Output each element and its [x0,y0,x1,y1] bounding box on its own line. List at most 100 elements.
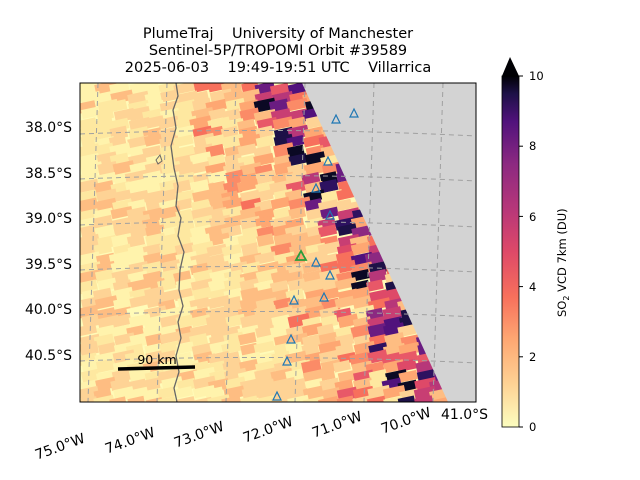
so2-pixel [173,83,196,95]
lon-gridline [156,83,168,402]
lat-label-39-5: 39.5°S [25,257,72,273]
so2-pixel [159,340,181,355]
so2-pixel [335,250,355,264]
so2-pixel [286,97,309,112]
so2-pixel [110,189,132,203]
lat-label-40-5: 40.5°S [25,348,72,364]
volcano-marker [319,291,329,302]
volcano-marker [286,333,296,344]
lat-label-39-0: 39.0°S [25,211,72,227]
so2-pixel [127,395,146,402]
so2-pixel [285,341,303,354]
so2-pixel [398,369,419,383]
so2-pixel [95,358,116,373]
map-panel: 90 km [80,83,476,402]
so2-pixel [255,324,276,339]
so2-pixel [364,250,386,266]
so2-pixel [332,359,351,373]
so2-pixel [222,296,243,311]
so2-pixel [367,322,388,338]
so2-pixel [319,287,340,301]
so2-pixel [269,83,290,96]
so2-pixel [237,332,257,346]
so2-pixel [334,198,353,212]
so2-pixel [318,224,338,238]
so2-pixel [302,260,321,274]
so2-pixel [256,233,275,248]
so2-pixel [320,314,339,329]
so2-pixel [254,251,277,265]
so2-pixel [288,206,307,220]
so2-pixel [240,242,260,257]
so2-pixel [172,134,194,148]
so2-pixel [366,395,387,402]
so2-pixel [175,396,197,402]
so2-pixel [334,277,358,291]
so2-pixel [80,83,99,96]
lon-label-74: 74.0°W [103,425,157,458]
title-line-1: PlumeTraj University of Manchester [142,26,414,42]
so2-pixel [94,224,116,239]
lon-label-70: 70.0°W [379,405,433,438]
so2-pixel [190,179,210,194]
so2-pixel [352,395,372,402]
so2-pixel [337,313,359,329]
volcano-marker [331,113,341,124]
lat-gridline [80,265,476,273]
lat-label-38-0: 38.0°S [25,120,72,136]
so2-pixel [368,268,388,283]
lon-gridline [225,83,237,402]
so2-pixel [160,89,180,103]
so2-pixel [269,324,291,339]
so2-pixel [207,394,231,402]
colorbar-tick-4: 4 [529,280,536,294]
so2-pixel [316,323,335,337]
so2-pixel [208,180,227,194]
lat-gridline [80,356,476,364]
gridlines [80,83,476,402]
scale-bar [117,365,196,371]
lake-outline [155,153,163,165]
so2-pixel [93,142,115,157]
so2-pixel [319,178,339,194]
so2-pixel [189,333,209,347]
lon-label-71: 71.0°W [310,409,364,442]
lat-gridline [80,220,476,228]
lon-label-75: 75.0°W [33,431,87,464]
so2-pixel [225,313,246,328]
so2-pixel [96,108,115,121]
colorbar-extend-arrow [502,57,519,76]
colorbar-tick-8: 8 [529,139,536,153]
so2-pixel [80,368,100,383]
volcano-marker [349,107,359,118]
colorbar-label: SO2 VCD 7km (DU) [555,208,571,317]
so2-pixel [159,205,182,220]
title-line-2: Sentinel-5P/TROPOMI Orbit #39589 [148,43,408,59]
so2-pixel [287,83,308,95]
so2-pixel [221,341,242,355]
so2-pixel [223,252,245,267]
so2-pixel [317,368,336,382]
so2-pixel [176,341,195,355]
villarrica-volcano-marker [294,249,308,261]
so2-pixel [287,378,307,392]
coastline [170,83,185,402]
so2-pixel [254,215,274,229]
so2-pixel [80,197,99,213]
so2-pixel [302,396,326,402]
so2-pixel [396,358,417,373]
so2-pixel [334,295,355,309]
so2-pixel [157,396,177,402]
so2-pixel [270,196,291,210]
so2-pixel [288,232,310,248]
so2-pixel [414,395,434,402]
volcano-marker [282,355,292,366]
so2-pixel [318,396,340,402]
colorbar-ticks [519,75,523,428]
so2-pixel [318,349,340,363]
so2-pixel [350,268,370,282]
volcano-marker [323,155,333,166]
volcano-marker [325,269,335,280]
so2-pixel [95,376,117,392]
